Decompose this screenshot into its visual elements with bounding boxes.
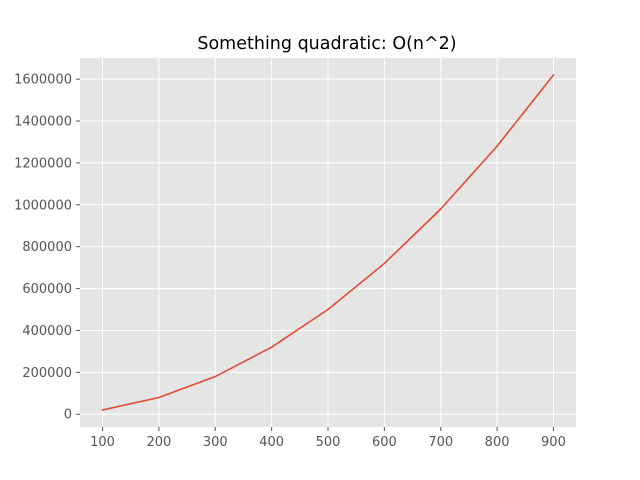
y-tick-label: 600000 [22,282,72,297]
y-tick-label: 1000000 [14,198,72,213]
y-tick-label: 800000 [22,240,72,255]
x-tick-label: 400 [259,435,284,450]
x-tick-label: 600 [372,435,397,450]
y-tick-label: 0 [64,408,72,423]
y-tick-label: 1200000 [14,156,72,171]
x-tick-label: 700 [428,435,453,450]
series-line-0 [101,73,555,411]
y-axis: 0 200000 400000 600000 800000 1000000 1200000 1… [14,73,80,423]
x-tick-label: 300 [203,435,228,450]
series-group [101,73,555,411]
x-tick-label: 800 [485,435,510,450]
y-tick-label: 1600000 [14,73,72,88]
x-axis: 100 200 300 400 500 600 700 800 900 [90,427,566,450]
x-tick-label: 900 [541,435,566,450]
chart-title: Something quadratic: O(n^2) [197,34,456,54]
x-tick-label: 200 [146,435,171,450]
y-tick-label: 1400000 [14,115,72,130]
grid-lines [80,58,576,427]
x-tick-label: 100 [90,435,115,450]
y-tick-label: 200000 [22,366,72,381]
y-tick-label: 400000 [22,324,72,339]
x-tick-label: 500 [316,435,341,450]
